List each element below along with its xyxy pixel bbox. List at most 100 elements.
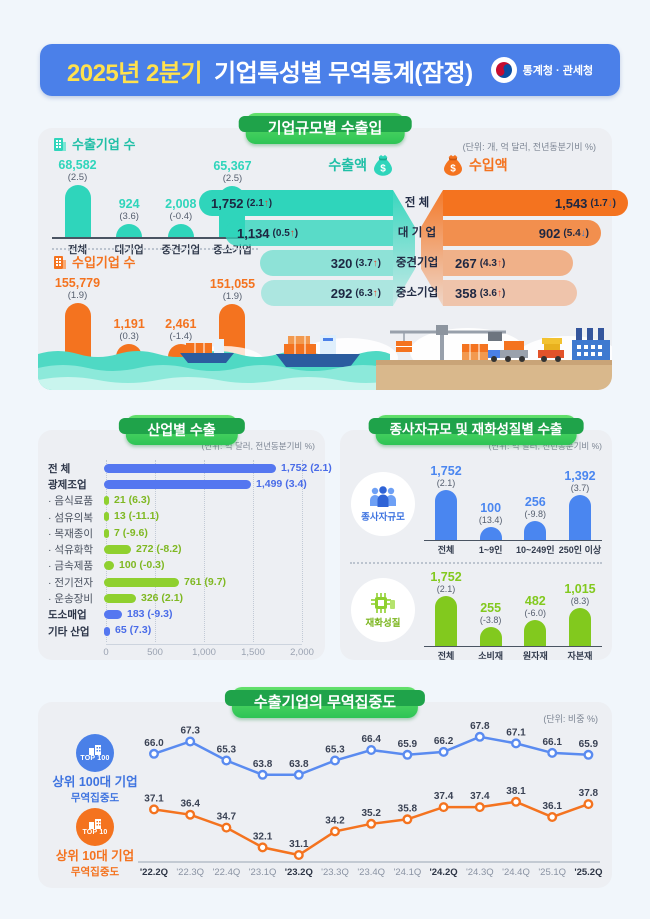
bar — [104, 479, 251, 489]
bar — [64, 185, 91, 237]
bar-change: (1.9) — [222, 291, 243, 302]
industry-row: · 섬유의복 13 (-11.1) — [48, 509, 318, 525]
tick-label: '23.3Q — [321, 867, 349, 878]
employee-size-chart: 1,752 (2.1) 100 (13.4) 256 (-9.8) 1,392 (3.7) 전… — [424, 458, 602, 556]
data-point — [474, 802, 485, 813]
point-label: 63.8 — [253, 759, 273, 770]
up-arrow-icon: ↑ — [372, 257, 378, 269]
data-point — [366, 745, 377, 756]
bar-value: 151,055 — [209, 277, 256, 291]
funnel-bar: 902 (5.4↓) — [443, 220, 601, 246]
funnel-category: 전 체 — [404, 197, 430, 209]
funnel-bar: 358 (3.6↑) — [443, 280, 577, 306]
bar-column: 1,752 (2.1) — [424, 570, 468, 646]
funnel-taper-export — [393, 190, 415, 306]
bar-column: 255 (-3.8) — [469, 601, 513, 646]
section-trade-by-company-size: 기업규모별 수출입 (단위: 개, 억 달러, 전년동분기비 %) 수출기업 수… — [38, 113, 628, 390]
industry-label: · 목재종이 — [48, 527, 94, 540]
point-label: 66.2 — [434, 736, 454, 747]
bar-value: 155,779 — [54, 276, 101, 290]
up-arrow-icon: ↑ — [263, 197, 269, 209]
industry-label: 도소매업 — [48, 609, 87, 622]
tick-label: '22.3Q — [176, 867, 204, 878]
tick-label: '24.2Q — [430, 867, 458, 878]
gridline — [204, 460, 205, 642]
truck-icon — [538, 338, 564, 362]
gridline — [302, 460, 303, 642]
data-point — [185, 736, 196, 747]
data-point — [511, 796, 522, 807]
bar-value: 1,191 — [113, 317, 145, 331]
bar-change: (-1.4) — [169, 331, 193, 342]
industry-label: · 운송장비 — [48, 593, 94, 606]
data-point — [438, 746, 449, 757]
money-bag-icon: $ — [444, 155, 462, 176]
section-badge-employee-goods: 종사자규모 및 재화성질별 수출 — [368, 415, 584, 445]
tick-label: 1,500 — [241, 647, 265, 658]
bar — [104, 512, 109, 522]
tick-label: 1,000 — [192, 647, 216, 658]
point-label: 66.4 — [361, 734, 381, 745]
bar-value: 65 (7.3) — [115, 624, 152, 637]
legend-top100: TOP 100 상위 100대 기업 무역집중도 — [52, 734, 138, 805]
bar-category: 대기업 — [114, 244, 144, 256]
bar-category: 중소기업 — [213, 244, 252, 256]
point-label: 65.3 — [325, 745, 345, 756]
funnel-taper-import — [421, 190, 443, 306]
bar-value: 100 — [480, 501, 502, 515]
up-arrow-icon: ↑ — [496, 257, 502, 269]
bar-value: 13 (-11.1) — [114, 510, 159, 523]
bar — [167, 224, 194, 237]
point-label: 67.8 — [470, 721, 490, 732]
divider — [52, 248, 258, 250]
industry-row: 광제조업 1,499 (3.4) — [48, 476, 318, 492]
truck-icon — [488, 341, 528, 362]
funnel-change: (0.5↑) — [272, 227, 299, 239]
bar — [64, 303, 91, 357]
funnel-value: 320 — [330, 255, 353, 271]
bar-category: 1~9인 — [478, 545, 503, 555]
point-label: 37.8 — [579, 788, 599, 799]
agency-logo: 통계청 · 관세청 — [490, 57, 593, 83]
funnel-value: 358 — [455, 285, 477, 301]
funnel-value: 292 — [330, 285, 353, 301]
bar-change: (3.6) — [119, 211, 139, 222]
bar-value: 1,015 — [564, 582, 596, 596]
funnel-change: (3.7↑) — [355, 257, 381, 269]
point-label: 37.4 — [470, 791, 490, 802]
container-stack-icon — [462, 344, 488, 360]
data-point — [293, 849, 304, 860]
bar-change: (-0.4) — [169, 211, 193, 222]
funnel-bar: 292 (6.3↑) — [261, 280, 393, 306]
bar-value: 256 — [524, 495, 546, 509]
funnel-change: (2.1↑) — [246, 197, 273, 209]
bar-value: 1,752 — [430, 464, 462, 478]
data-point — [511, 738, 522, 749]
header-banner: 2025년 2분기 기업특성별 무역통계(잠정) 통계청 · 관세청 — [40, 44, 620, 96]
bar-category: 소비재 — [478, 651, 504, 661]
bar-value: 65,367 — [213, 159, 252, 173]
data-point — [221, 822, 232, 833]
bar-value: 2,008 — [165, 197, 197, 211]
tick-label: '23.4Q — [357, 867, 385, 878]
bar-track: 761 (9.7) — [104, 574, 302, 590]
tick-label: '25.2Q — [574, 867, 602, 878]
point-label: 34.7 — [217, 812, 237, 823]
chip-goods-icon — [371, 592, 395, 613]
point-label: 37.4 — [434, 791, 454, 802]
cargo-ship-icon — [180, 339, 234, 363]
point-label: 67.1 — [506, 727, 526, 738]
bar-change: (1.9) — [67, 290, 88, 301]
point-label: 65.9 — [398, 739, 418, 750]
bar-value: 255 — [480, 601, 502, 615]
top100-badge-text: TOP 100 — [80, 754, 110, 762]
funnel-value: 1,752 — [211, 195, 244, 211]
point-label: 38.1 — [506, 786, 526, 797]
gridline — [155, 460, 156, 642]
bar-track: 7 (-9.6) — [104, 525, 302, 541]
point-label: 63.8 — [289, 759, 309, 770]
funnel-change: (4.3↑) — [479, 257, 506, 269]
section-industry-exports: 산업별 수출 (단위: 억 달러, 전년동분기비 %) 전 체 1,752 (2.… — [38, 415, 332, 660]
bar — [104, 545, 131, 555]
